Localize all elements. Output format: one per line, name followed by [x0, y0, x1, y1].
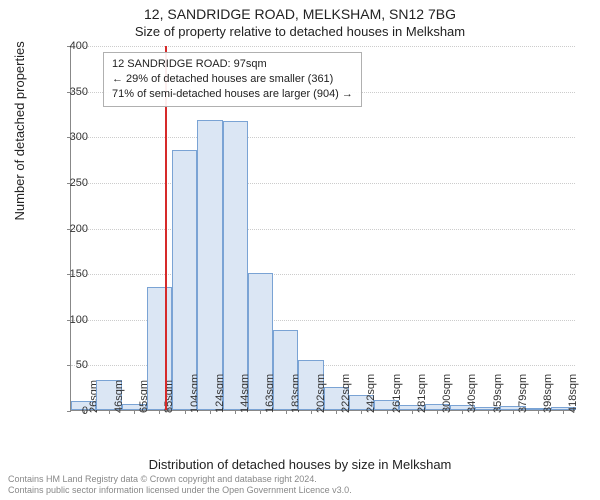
ytick-label: 150 — [58, 268, 88, 280]
ytick-label: 400 — [58, 40, 88, 52]
footer-line: Contains HM Land Registry data © Crown c… — [8, 474, 352, 485]
xtick-mark — [286, 410, 287, 414]
xtick-mark — [387, 410, 388, 414]
xtick-mark — [311, 410, 312, 414]
page-title: 12, SANDRIDGE ROAD, MELKSHAM, SN12 7BG — [0, 6, 600, 22]
ytick-label: 200 — [58, 223, 88, 235]
footer-line: Contains public sector information licen… — [8, 485, 352, 496]
xtick-mark — [412, 410, 413, 414]
xtick-mark — [185, 410, 186, 414]
ytick-label: 100 — [58, 314, 88, 326]
annotation-line: ← 29% of detached houses are smaller (36… — [112, 72, 353, 87]
footer-attribution: Contains HM Land Registry data © Crown c… — [8, 474, 352, 497]
xtick-mark — [462, 410, 463, 414]
gridline — [71, 274, 575, 275]
xtick-mark — [437, 410, 438, 414]
ytick-label: 0 — [58, 405, 88, 417]
histogram-bar — [172, 150, 197, 410]
ytick-label: 350 — [58, 86, 88, 98]
histogram-bar — [197, 120, 222, 410]
xtick-mark — [235, 410, 236, 414]
xtick-label: 418sqm — [567, 374, 579, 413]
xtick-mark — [361, 410, 362, 414]
histogram-bar — [223, 121, 248, 410]
gridline — [71, 137, 575, 138]
gridline — [71, 183, 575, 184]
gridline — [71, 46, 575, 47]
ytick-label: 50 — [58, 359, 88, 371]
xtick-mark — [134, 410, 135, 414]
annotation-line: 71% of semi-detached houses are larger (… — [112, 87, 353, 102]
xtick-mark — [210, 410, 211, 414]
xtick-mark — [159, 410, 160, 414]
page-subtitle: Size of property relative to detached ho… — [0, 24, 600, 39]
annotation-box: 12 SANDRIDGE ROAD: 97sqm← 29% of detache… — [103, 52, 362, 107]
xtick-mark — [109, 410, 110, 414]
xtick-mark — [488, 410, 489, 414]
ytick-label: 250 — [58, 177, 88, 189]
xtick-mark — [538, 410, 539, 414]
annotation-line: 12 SANDRIDGE ROAD: 97sqm — [112, 57, 353, 72]
y-axis-label: Number of detached properties — [12, 41, 27, 220]
gridline — [71, 229, 575, 230]
xtick-mark — [513, 410, 514, 414]
chart-plot-area: 26sqm46sqm65sqm85sqm104sqm124sqm144sqm16… — [70, 46, 575, 411]
xtick-mark — [260, 410, 261, 414]
xtick-mark — [336, 410, 337, 414]
x-axis-label: Distribution of detached houses by size … — [0, 457, 600, 472]
ytick-label: 300 — [58, 131, 88, 143]
xtick-mark — [563, 410, 564, 414]
